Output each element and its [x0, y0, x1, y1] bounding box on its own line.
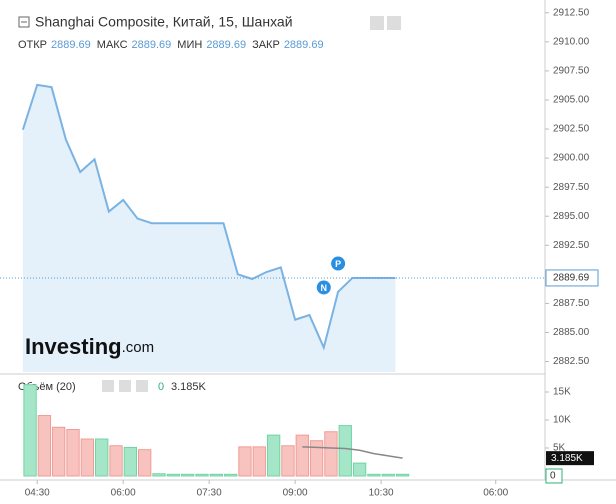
- volume-bar: [324, 431, 338, 477]
- event-marker[interactable]: [316, 280, 331, 295]
- volume-bar: [166, 473, 180, 477]
- ohlc-label: МИН: [177, 39, 202, 51]
- ohlc-value: 2889.69: [284, 39, 324, 51]
- ohlc-label: ОТКР: [18, 39, 47, 51]
- x-tick-label: 07:30: [197, 488, 222, 499]
- volume-bar: [52, 426, 66, 477]
- ohlc-value: 2889.69: [51, 39, 91, 51]
- y-tick-label: 2897.50: [553, 182, 590, 193]
- chart-title: Shanghai Composite, Китай, 15, Шанхай: [35, 14, 293, 30]
- current-volume-box: [545, 468, 563, 484]
- y-tick-label: 5K: [553, 443, 566, 454]
- watermark: Investing.com: [25, 334, 154, 359]
- ohlc-value: 2889.69: [132, 39, 172, 51]
- volume-bar: [338, 425, 352, 477]
- volume-ma-value: 3.185K: [171, 381, 207, 393]
- x-tick-label: 04:30: [25, 488, 50, 499]
- volume-bar: [80, 438, 95, 477]
- y-tick-label: 2895.00: [553, 211, 590, 222]
- settings-icon[interactable]: [102, 380, 114, 392]
- last-price-label: 2889.69: [553, 273, 590, 284]
- event-marker-label: P: [335, 259, 341, 269]
- settings-icon[interactable]: [370, 16, 384, 30]
- volume-bar: [295, 434, 309, 477]
- watermark-main: Investing: [25, 334, 122, 359]
- volume-bar: [266, 434, 281, 477]
- volume-bar: [252, 446, 266, 477]
- volume-bar: [223, 473, 238, 477]
- volume-bar: [395, 473, 410, 477]
- volume-bar: [195, 473, 209, 477]
- volume-bar: [281, 445, 295, 477]
- y-tick-label: 2885.00: [553, 327, 590, 338]
- moving-average-line: [302, 446, 403, 459]
- volume-bar: [352, 462, 367, 477]
- volume-bar: [309, 440, 324, 477]
- y-tick-label: 2902.50: [553, 124, 590, 135]
- settings-icon[interactable]: [387, 16, 401, 30]
- ohlc-label: ЗАКР: [252, 39, 280, 51]
- y-tick-label: 2900.00: [553, 153, 590, 164]
- event-marker[interactable]: [331, 256, 346, 271]
- close-icon[interactable]: [136, 380, 148, 392]
- ohlc-label: МАКС: [97, 39, 128, 51]
- volume-bar: [209, 473, 223, 477]
- y-tick-label: 2882.50: [553, 356, 590, 367]
- watermark-suffix: .com: [122, 339, 155, 356]
- ohlc-value: 2889.69: [206, 39, 246, 51]
- y-tick-label: 2912.50: [553, 7, 590, 18]
- volume-bar: [238, 446, 252, 477]
- volume-bar: [23, 384, 37, 477]
- volume-bar: [123, 446, 138, 477]
- x-tick-label: 06:00: [483, 488, 508, 499]
- volume-bar: [152, 473, 166, 477]
- y-tick-label: 2910.00: [553, 36, 590, 47]
- y-tick-label: 15K: [553, 387, 571, 398]
- volume-bar: [367, 473, 381, 477]
- volume-bar: [37, 415, 52, 477]
- y-tick-label: 10K: [553, 415, 571, 426]
- settings-icon[interactable]: [119, 380, 131, 392]
- last-price-box: [545, 269, 599, 287]
- ma-last-box: [546, 451, 594, 466]
- volume-bar: [109, 445, 123, 477]
- y-tick-label: 2892.50: [553, 240, 590, 251]
- volume-bar: [138, 449, 152, 477]
- volume-bar: [381, 473, 395, 477]
- y-tick-label: 2907.50: [553, 66, 590, 77]
- y-tick-label: 2887.50: [553, 298, 590, 309]
- volume-bar: [95, 438, 109, 477]
- x-tick-label: 06:00: [111, 488, 136, 499]
- ma-last-label: 3.185K: [551, 453, 583, 464]
- volume-bar: [180, 473, 195, 477]
- event-marker-label: N: [321, 283, 328, 293]
- x-tick-label: 09:00: [283, 488, 308, 499]
- area-fill: [22, 84, 396, 373]
- y-tick-label: 2905.00: [553, 95, 590, 106]
- volume-current: 0: [158, 381, 164, 393]
- volume-bar: [66, 429, 80, 477]
- x-tick-label: 10:30: [369, 488, 394, 499]
- price-line: [21, 83, 396, 351]
- current-volume-label: 0: [550, 471, 556, 482]
